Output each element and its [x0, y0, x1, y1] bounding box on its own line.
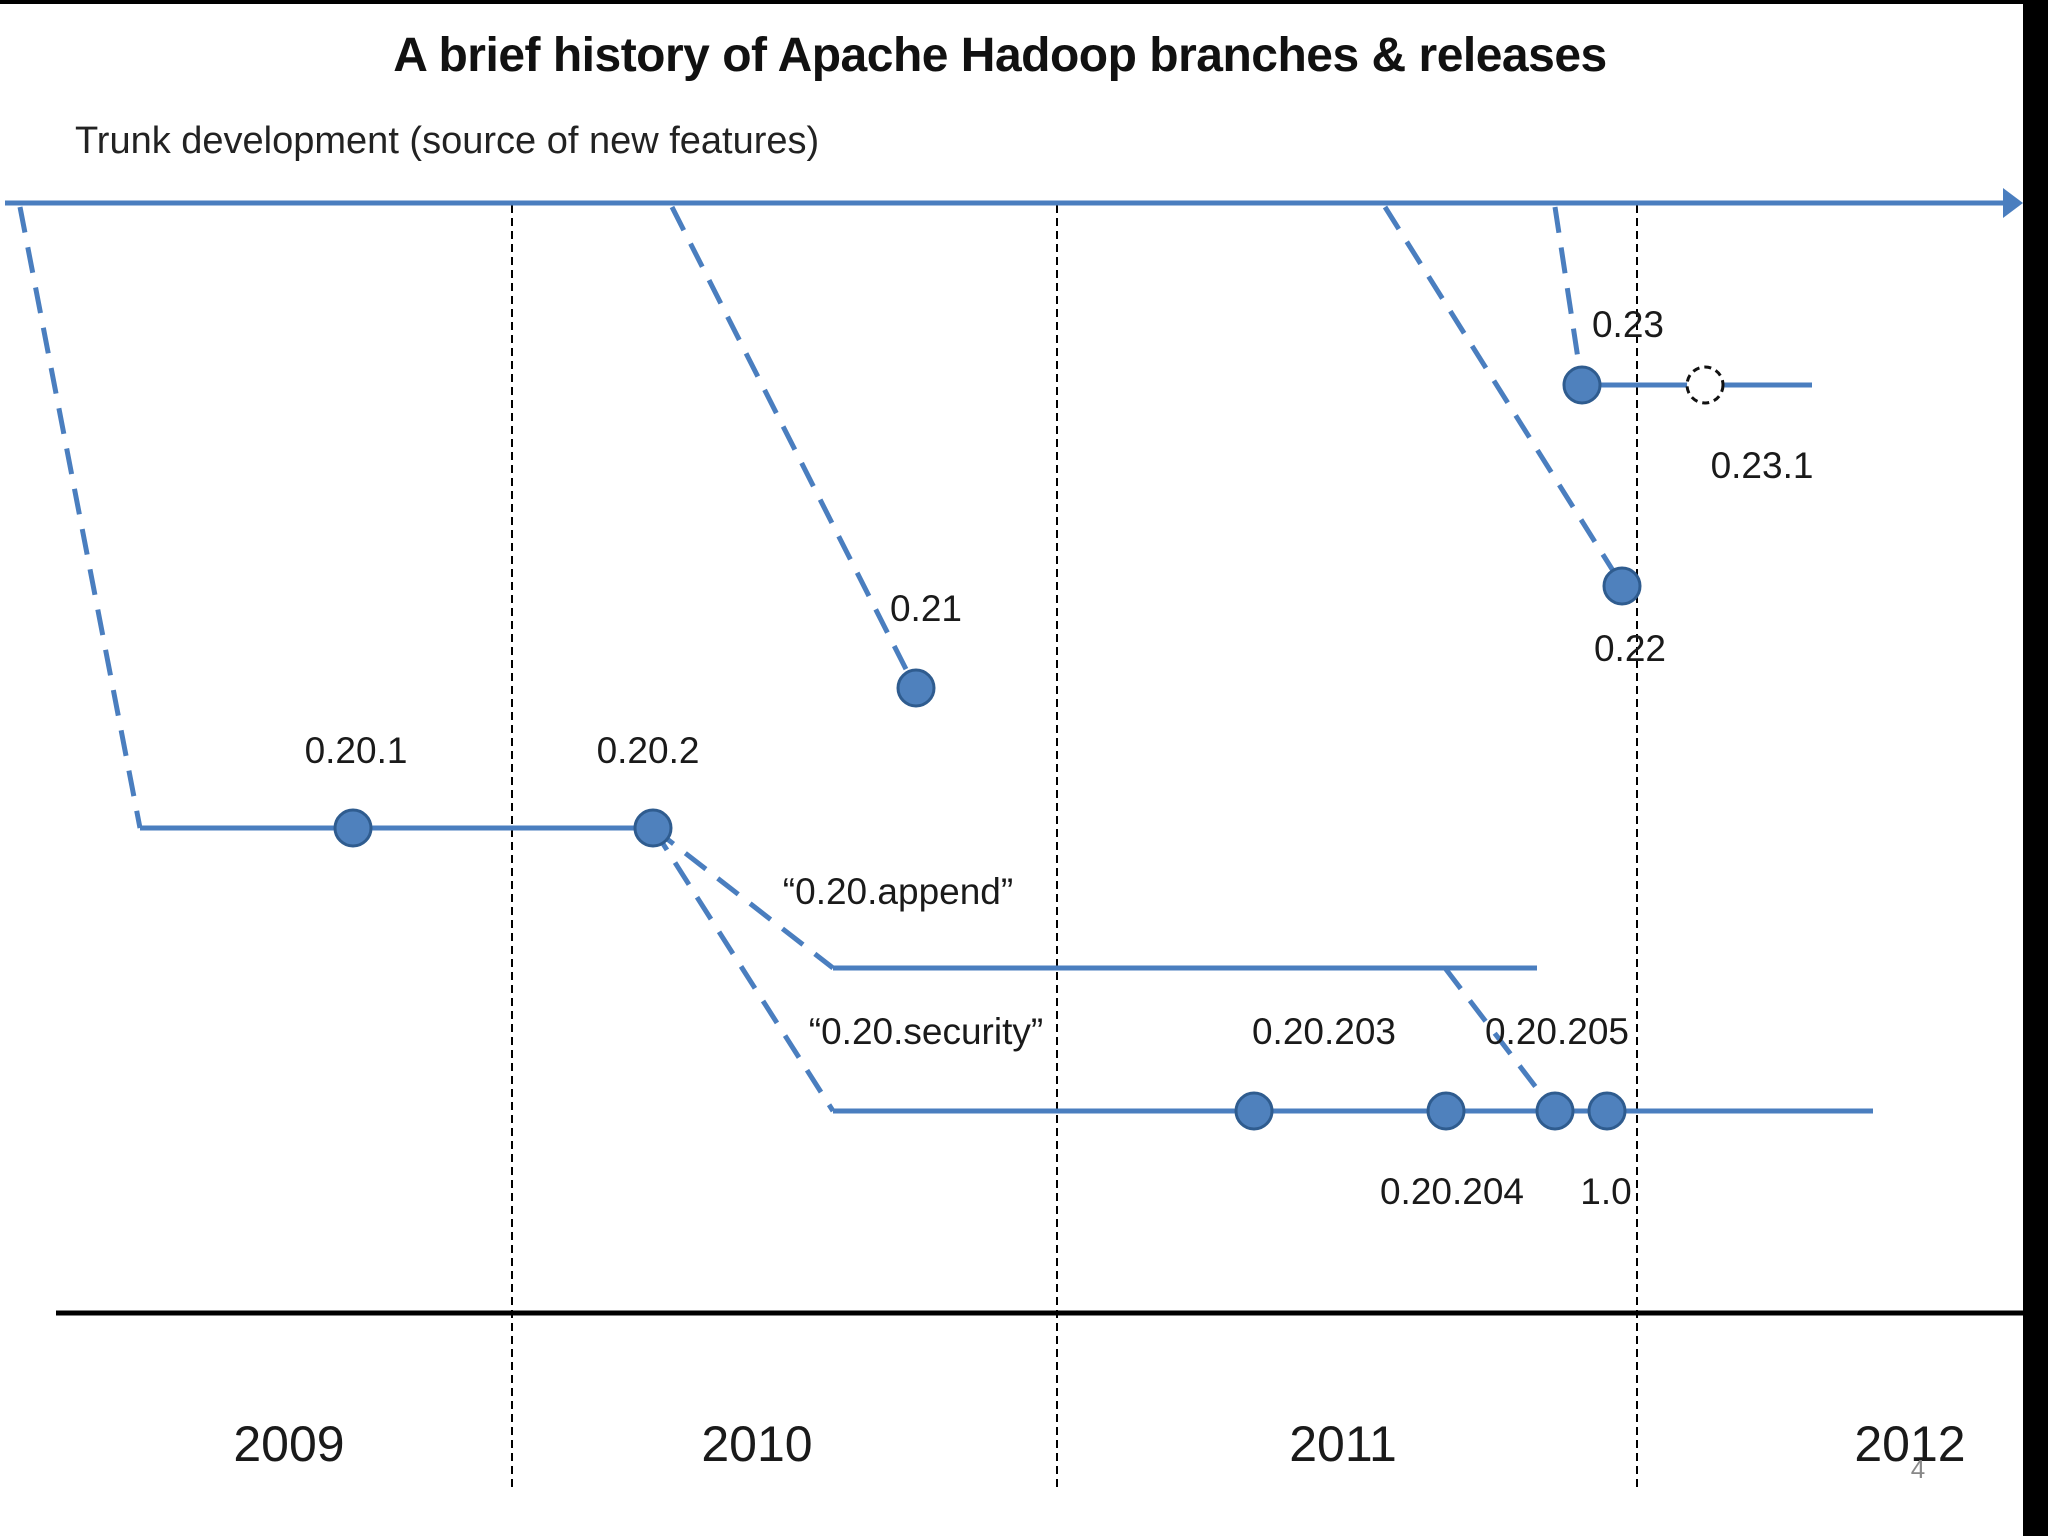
release-node-0.20.205	[1535, 1091, 1575, 1131]
trunk-label: Trunk development (source of new feature…	[75, 120, 820, 162]
label-0.20.1: 0.20.1	[305, 730, 408, 771]
screen-edge-right	[2023, 0, 2048, 1536]
label-0.21: 0.21	[890, 588, 962, 629]
label-0.20.204: 0.20.204	[1380, 1171, 1524, 1212]
label-0.20.2: 0.20.2	[597, 730, 700, 771]
release-node-0.20.2	[633, 808, 673, 848]
year-label-2010: 2010	[701, 1416, 812, 1472]
release-node-1.0	[1587, 1091, 1627, 1131]
release-node-0.23.1-planned	[1685, 365, 1725, 405]
merge-append-connector	[1443, 966, 1556, 1113]
release-node-0.21	[896, 668, 936, 708]
label-0.20.205: 0.20.205	[1485, 1011, 1629, 1052]
year-label-2012: 2012	[1854, 1416, 1965, 1472]
branch-0.22-connector	[1382, 205, 1625, 587]
release-node-0.23	[1562, 365, 1602, 405]
page-title: A brief history of Apache Hadoop branche…	[393, 29, 1607, 82]
page-number: 4	[1911, 1454, 1925, 1484]
branch-security-connector	[650, 826, 836, 1113]
release-node-0.20.203	[1234, 1091, 1274, 1131]
label-0.22: 0.22	[1594, 628, 1666, 669]
branch-0.21-connector	[669, 205, 918, 689]
label-1.0: 1.0	[1580, 1171, 1631, 1212]
label-0.20.security: “0.20.security”	[809, 1011, 1043, 1052]
release-node-0.20.204	[1426, 1091, 1466, 1131]
label-0.20.append: “0.20.append”	[783, 871, 1013, 912]
year-label-2009: 2009	[233, 1416, 344, 1472]
release-node-0.20.1	[333, 808, 373, 848]
label-0.20.203: 0.20.203	[1252, 1011, 1396, 1052]
label-0.23: 0.23	[1592, 304, 1664, 345]
trunk-arrowhead	[2003, 188, 2023, 218]
screen-edge-top	[0, 0, 2048, 4]
branch-0.20-connector	[17, 206, 143, 829]
release-node-0.22	[1602, 566, 1642, 606]
label-0.23.1: 0.23.1	[1711, 445, 1814, 486]
year-label-2011: 2011	[1289, 1416, 1397, 1472]
branch-0.23-connector	[1552, 206, 1585, 386]
